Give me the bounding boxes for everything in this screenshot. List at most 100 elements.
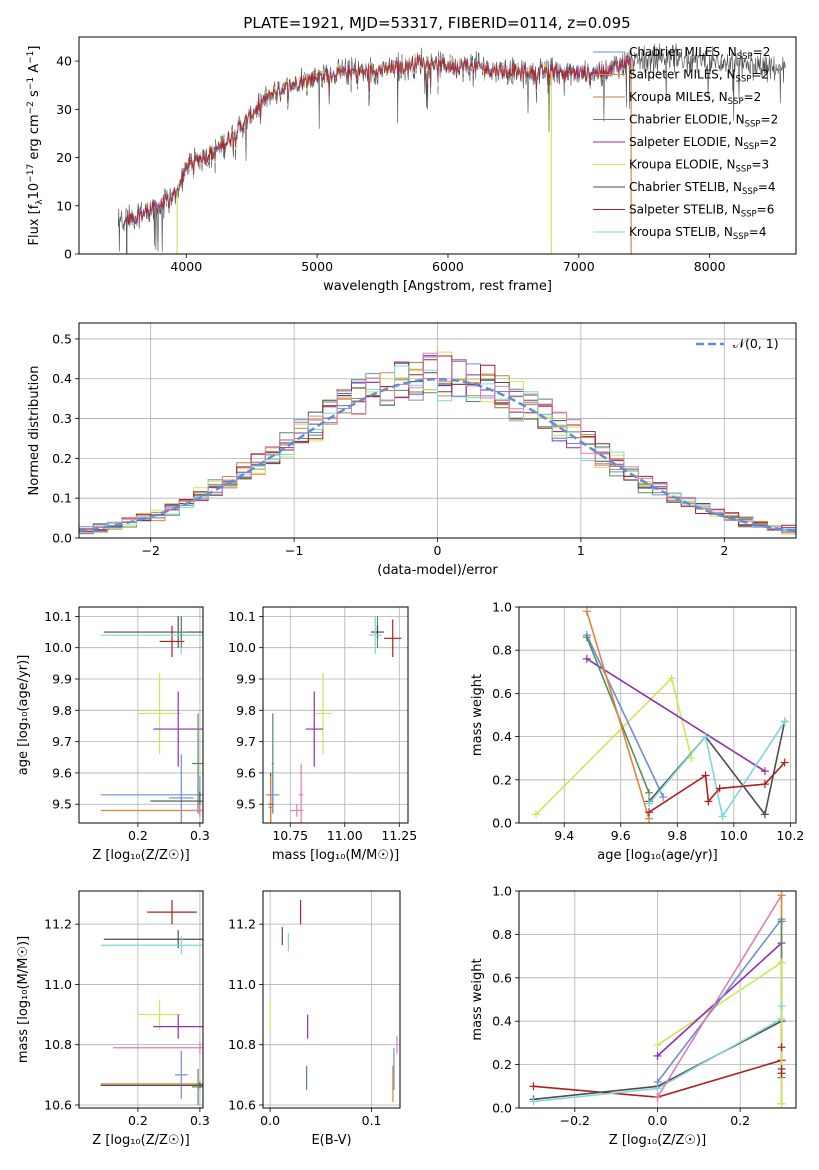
legend-text: =2	[761, 113, 779, 127]
plus-marker	[780, 717, 789, 726]
y-tick-label: 9.7	[236, 734, 256, 749]
plus-marker	[667, 674, 676, 683]
plus-marker	[777, 917, 786, 926]
y-tick-label: 11.2	[228, 917, 256, 932]
y-tick-label: 11.0	[228, 977, 256, 992]
y-tick-label: 10.8	[228, 1037, 256, 1052]
plus-marker	[777, 891, 786, 900]
y-tick-label: 11.2	[44, 917, 72, 932]
plus-marker	[701, 771, 710, 780]
y-tick-label: 0.2	[52, 451, 72, 466]
y-tick-label: 10.6	[228, 1097, 256, 1112]
plus-marker	[760, 810, 769, 819]
plus-marker	[653, 1093, 662, 1102]
y-axis-label-part: −2	[26, 101, 36, 114]
y-tick-label: 11.0	[44, 977, 72, 992]
y-tick-label: 0.2	[492, 772, 512, 787]
plus-marker	[653, 1041, 662, 1050]
errorbar-point	[153, 691, 203, 767]
errorbar-point	[175, 1050, 188, 1099]
plus-marker	[780, 758, 789, 767]
plot-area	[529, 891, 786, 1108]
axes-frame	[78, 322, 797, 539]
errorbar-point	[314, 672, 332, 755]
panel-mass-vs-z: 0.2 0.3 10.6 10.8 11.0 11.2 Z [log₁₀(Z/Z☉)] mas…	[16, 890, 210, 1148]
weight-series-line	[656, 918, 783, 1083]
x-tick-label: −1	[285, 543, 303, 558]
x-tick-label: 10.0	[720, 828, 748, 843]
errorbar-point	[191, 1068, 203, 1105]
y-tick-label: 10.1	[228, 609, 256, 624]
plus-marker	[777, 1043, 786, 1052]
axes-frame	[78, 36, 797, 255]
x-tick-label: −2	[141, 543, 159, 558]
plus-marker	[718, 812, 727, 821]
y-tick-label: 0.8	[492, 927, 512, 942]
legend-entry: Kroupa ELODIE, NSSP=3	[629, 158, 769, 175]
x-tick-label: 2	[720, 543, 728, 558]
x-axis-label: age [log₁₀(age/yr)]	[597, 848, 718, 863]
x-tick-label: 10.2	[776, 828, 804, 843]
plus-marker	[777, 1099, 786, 1108]
y-axis-label-part: A	[27, 64, 42, 77]
errorbar-point	[168, 754, 194, 823]
y-tick-label: 9.6	[236, 765, 256, 780]
legend-sub: SSP	[736, 75, 752, 85]
plot-area	[269, 900, 398, 1102]
legend-entry: Kroupa MILES, NSSP=2	[629, 90, 761, 107]
legend-sub: SSP	[736, 165, 752, 175]
errorbar-point	[191, 713, 203, 814]
plus-marker	[582, 633, 591, 642]
y-tick-label: 9.8	[236, 703, 256, 718]
panel-mass-vs-ebv: 0.0 0.1 10.6 10.8 11.0 11.2 E(B-V)	[228, 890, 401, 1148]
plus-marker	[777, 1002, 786, 1011]
y-tick-label: 9.7	[52, 734, 72, 749]
axes-frame	[262, 890, 401, 1109]
y-tick-label: 0.4	[492, 729, 512, 744]
legend-text: =2	[753, 45, 771, 59]
axes-frame	[518, 890, 797, 1109]
x-tick-label: 9.8	[667, 828, 687, 843]
y-tick-label: 10.6	[44, 1097, 72, 1112]
y-tick-label: 20	[56, 150, 72, 165]
panel-age-vs-mass: 10.75 11.00 11.25 9.5 9.6 9.7 9.8 9.9 10.0 10.1 ma…	[228, 606, 417, 863]
errorbar-point	[368, 616, 382, 654]
x-tick-label: 0.1	[362, 1113, 382, 1128]
x-axis-label: mass [log₁₀(M/M☉)]	[272, 848, 399, 863]
plot-area	[266, 616, 402, 823]
plot-area	[100, 616, 203, 823]
x-tick-label: 1	[577, 543, 585, 558]
legend-sub: SSP	[728, 97, 744, 107]
y-tick-label: 9.6	[52, 765, 72, 780]
y-axis-label-part: Flux [f	[27, 204, 42, 245]
axes-frame	[78, 890, 204, 1109]
weight-series-line	[657, 961, 782, 1046]
y-tick-label: 0.2	[492, 1057, 512, 1072]
x-tick-label: 0.2	[730, 1113, 750, 1128]
legend-entry: Chabrier ELODIE, NSSP=2	[629, 113, 778, 130]
errorbar-point	[100, 936, 203, 955]
legend-text: Kroupa MILES, N	[629, 90, 728, 104]
y-axis-label: mass weight	[470, 958, 485, 1040]
legend-text: Salpeter STELIB, N	[629, 203, 741, 217]
x-tick-label: 11.25	[381, 828, 417, 843]
plus-marker	[645, 799, 654, 808]
y-axis-label: Normed distribution	[27, 366, 42, 496]
y-axis-label: age [log₁₀(age/yr)]	[16, 655, 31, 776]
gaussian-curve	[79, 377, 796, 533]
errorbar-point	[370, 625, 385, 639]
x-axis-label: E(B-V)	[311, 1133, 351, 1148]
plus-marker	[645, 808, 654, 817]
legend-sub: SSP	[742, 187, 758, 197]
panel-residual-distribution: −2 −1 0 1 2 0.0 0.1 0.2 0.3 0.4 0.5 (data-model)/er…	[27, 322, 797, 578]
errorbar-point	[268, 776, 273, 823]
x-tick-label: 4000	[170, 259, 202, 274]
y-axis-label-part: −1	[26, 77, 36, 90]
y-tick-label: 9.8	[52, 703, 72, 718]
legend-entry: 𝒩(0, 1)	[733, 336, 779, 351]
plus-marker	[529, 1082, 538, 1091]
legend-text: Salpeter MILES, N	[629, 68, 736, 82]
y-tick-label: 9.9	[236, 672, 256, 687]
plot-area	[531, 607, 789, 823]
y-axis-label: mass weight	[470, 674, 485, 756]
